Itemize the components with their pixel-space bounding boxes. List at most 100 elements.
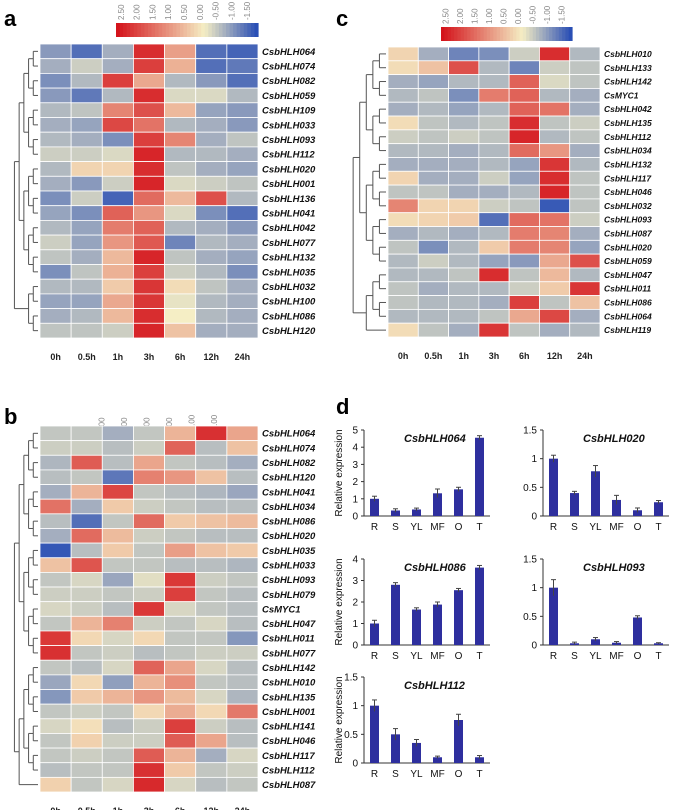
- heatmap-cell: [70, 645, 103, 661]
- heatmap-cell: [195, 234, 228, 251]
- heatmap-cell: [539, 198, 571, 214]
- bar-YL: [412, 609, 421, 645]
- heatmap-cell: [133, 762, 165, 778]
- heatmap-cell: [164, 469, 197, 485]
- heatmap-cell: [448, 322, 480, 338]
- colorbar-swatch: [506, 27, 511, 41]
- colorbar-swatch: [549, 27, 553, 41]
- heatmap-cell: [508, 129, 540, 145]
- heatmap-cell: [39, 762, 72, 778]
- x-tick-label-YL: YL: [410, 769, 423, 780]
- heatmap-cell: [387, 308, 419, 324]
- bar-S: [570, 493, 579, 516]
- x-tick-label-O: O: [455, 769, 463, 780]
- heatmap-cell: [101, 674, 134, 690]
- heatmap-cell: [164, 454, 197, 471]
- colorbar-swatch: [542, 27, 547, 41]
- heatmap-cell: [133, 703, 165, 720]
- colorbar-swatch: [565, 27, 570, 41]
- heatmap-cell: [508, 115, 540, 131]
- colorbar-swatch: [155, 23, 160, 37]
- heatmap-cell: [226, 513, 259, 529]
- heatmap-cell: [70, 175, 103, 192]
- column-label-1h: 1h: [458, 351, 469, 361]
- heatmap-cell: [39, 234, 72, 251]
- y-tick-label: 1: [352, 619, 358, 630]
- heatmap-cell: [539, 157, 571, 172]
- heatmap-cell: [164, 219, 197, 236]
- row-label-CsbHLH046: CsbHLH046: [262, 736, 316, 747]
- heatmap-cell: [101, 322, 134, 339]
- heatmap-cell: [133, 146, 165, 162]
- colorbar-tick-label: 2.00: [133, 4, 142, 20]
- heatmap-cell: [448, 170, 480, 186]
- heatmap-cell: [39, 586, 72, 603]
- row-label-CsbHLH046: CsbHLH046: [604, 187, 652, 197]
- heatmap-cell: [133, 542, 165, 559]
- heatmap-cell: [448, 295, 480, 310]
- heatmap-cell: [478, 253, 510, 269]
- row-label-CsbHLH087: CsbHLH087: [604, 228, 653, 238]
- heatmap-cell: [39, 674, 72, 690]
- heatmap-cell: [478, 143, 510, 158]
- heatmap-cell: [417, 157, 449, 172]
- heatmap-cell: [539, 226, 571, 241]
- heatmap-cell: [133, 674, 165, 690]
- heatmap-cell: [164, 58, 197, 74]
- heatmap-cell: [164, 425, 197, 442]
- heatmap-cell: [39, 322, 72, 339]
- heatmap-cell: [164, 102, 197, 118]
- colorbar-swatch: [496, 27, 501, 41]
- colorbar-tick-label: -0.50: [529, 5, 538, 24]
- heatmap-cell: [195, 175, 228, 192]
- heatmap-cell: [448, 184, 480, 200]
- row-label-CsbHLH032: CsbHLH032: [262, 282, 316, 293]
- heatmap-cell: [195, 205, 228, 221]
- heatmap-cell: [195, 689, 228, 705]
- heatmap-cell: [195, 498, 228, 515]
- heatmap-cell: [569, 115, 601, 131]
- colorbar-tick-label: -1.00: [187, 414, 196, 433]
- heatmap-cell: [417, 267, 449, 283]
- heatmap-cell: [417, 60, 449, 76]
- row-label-CsbHLH135: CsbHLH135: [604, 118, 652, 128]
- bar-R: [549, 458, 558, 516]
- heatmap-cell: [101, 703, 134, 720]
- heatmap-cell: [101, 542, 134, 559]
- row-label-CsbHLH032: CsbHLH032: [604, 201, 652, 211]
- colorbar-tick-label: 0.00: [196, 4, 205, 20]
- colorbar-swatch: [477, 27, 481, 41]
- y-tick-label: 2: [352, 477, 358, 488]
- heatmap-cell: [70, 117, 103, 133]
- y-tick-label: 2: [352, 598, 358, 609]
- heatmap-cell: [39, 293, 72, 309]
- heatmap-cell: [70, 586, 103, 603]
- heatmap-cell: [133, 586, 165, 603]
- heatmap-cell: [39, 87, 72, 104]
- x-tick-label-R: R: [550, 651, 557, 662]
- bar-YL: [591, 471, 600, 516]
- heatmap-cell: [195, 718, 228, 734]
- column-label-1h: 1h: [113, 806, 124, 810]
- heatmap-cell: [195, 586, 228, 603]
- y-tick-label: 1.5: [344, 673, 358, 684]
- heatmap-cell: [101, 513, 134, 529]
- heatmap-cell: [39, 131, 72, 148]
- heatmap-cell: [39, 205, 72, 221]
- heatmap-cell: [508, 226, 540, 241]
- colorbar-swatch: [509, 27, 514, 41]
- bar-subplot-CsbHLH086: 0 1 2 3 4 CsbHLH086 R S YL MF O T: [352, 555, 490, 662]
- heatmap-cell: [39, 102, 72, 118]
- heatmap-cell: [39, 117, 72, 133]
- heatmap-cell: [195, 43, 228, 60]
- heatmap-cell: [195, 572, 228, 588]
- bar-subplot-CsbHLH020: 0 0.5 1 1.5 CsbHLH020 R S YL MF O T: [523, 426, 669, 533]
- heatmap-cell: [478, 198, 510, 214]
- heatmap-cell: [226, 674, 259, 690]
- colorbar-swatch: [172, 23, 177, 37]
- heatmap-cell: [70, 718, 103, 734]
- colorbar-swatch: [519, 27, 524, 41]
- colorbar-swatch: [218, 23, 224, 37]
- colorbar-swatch: [254, 23, 259, 37]
